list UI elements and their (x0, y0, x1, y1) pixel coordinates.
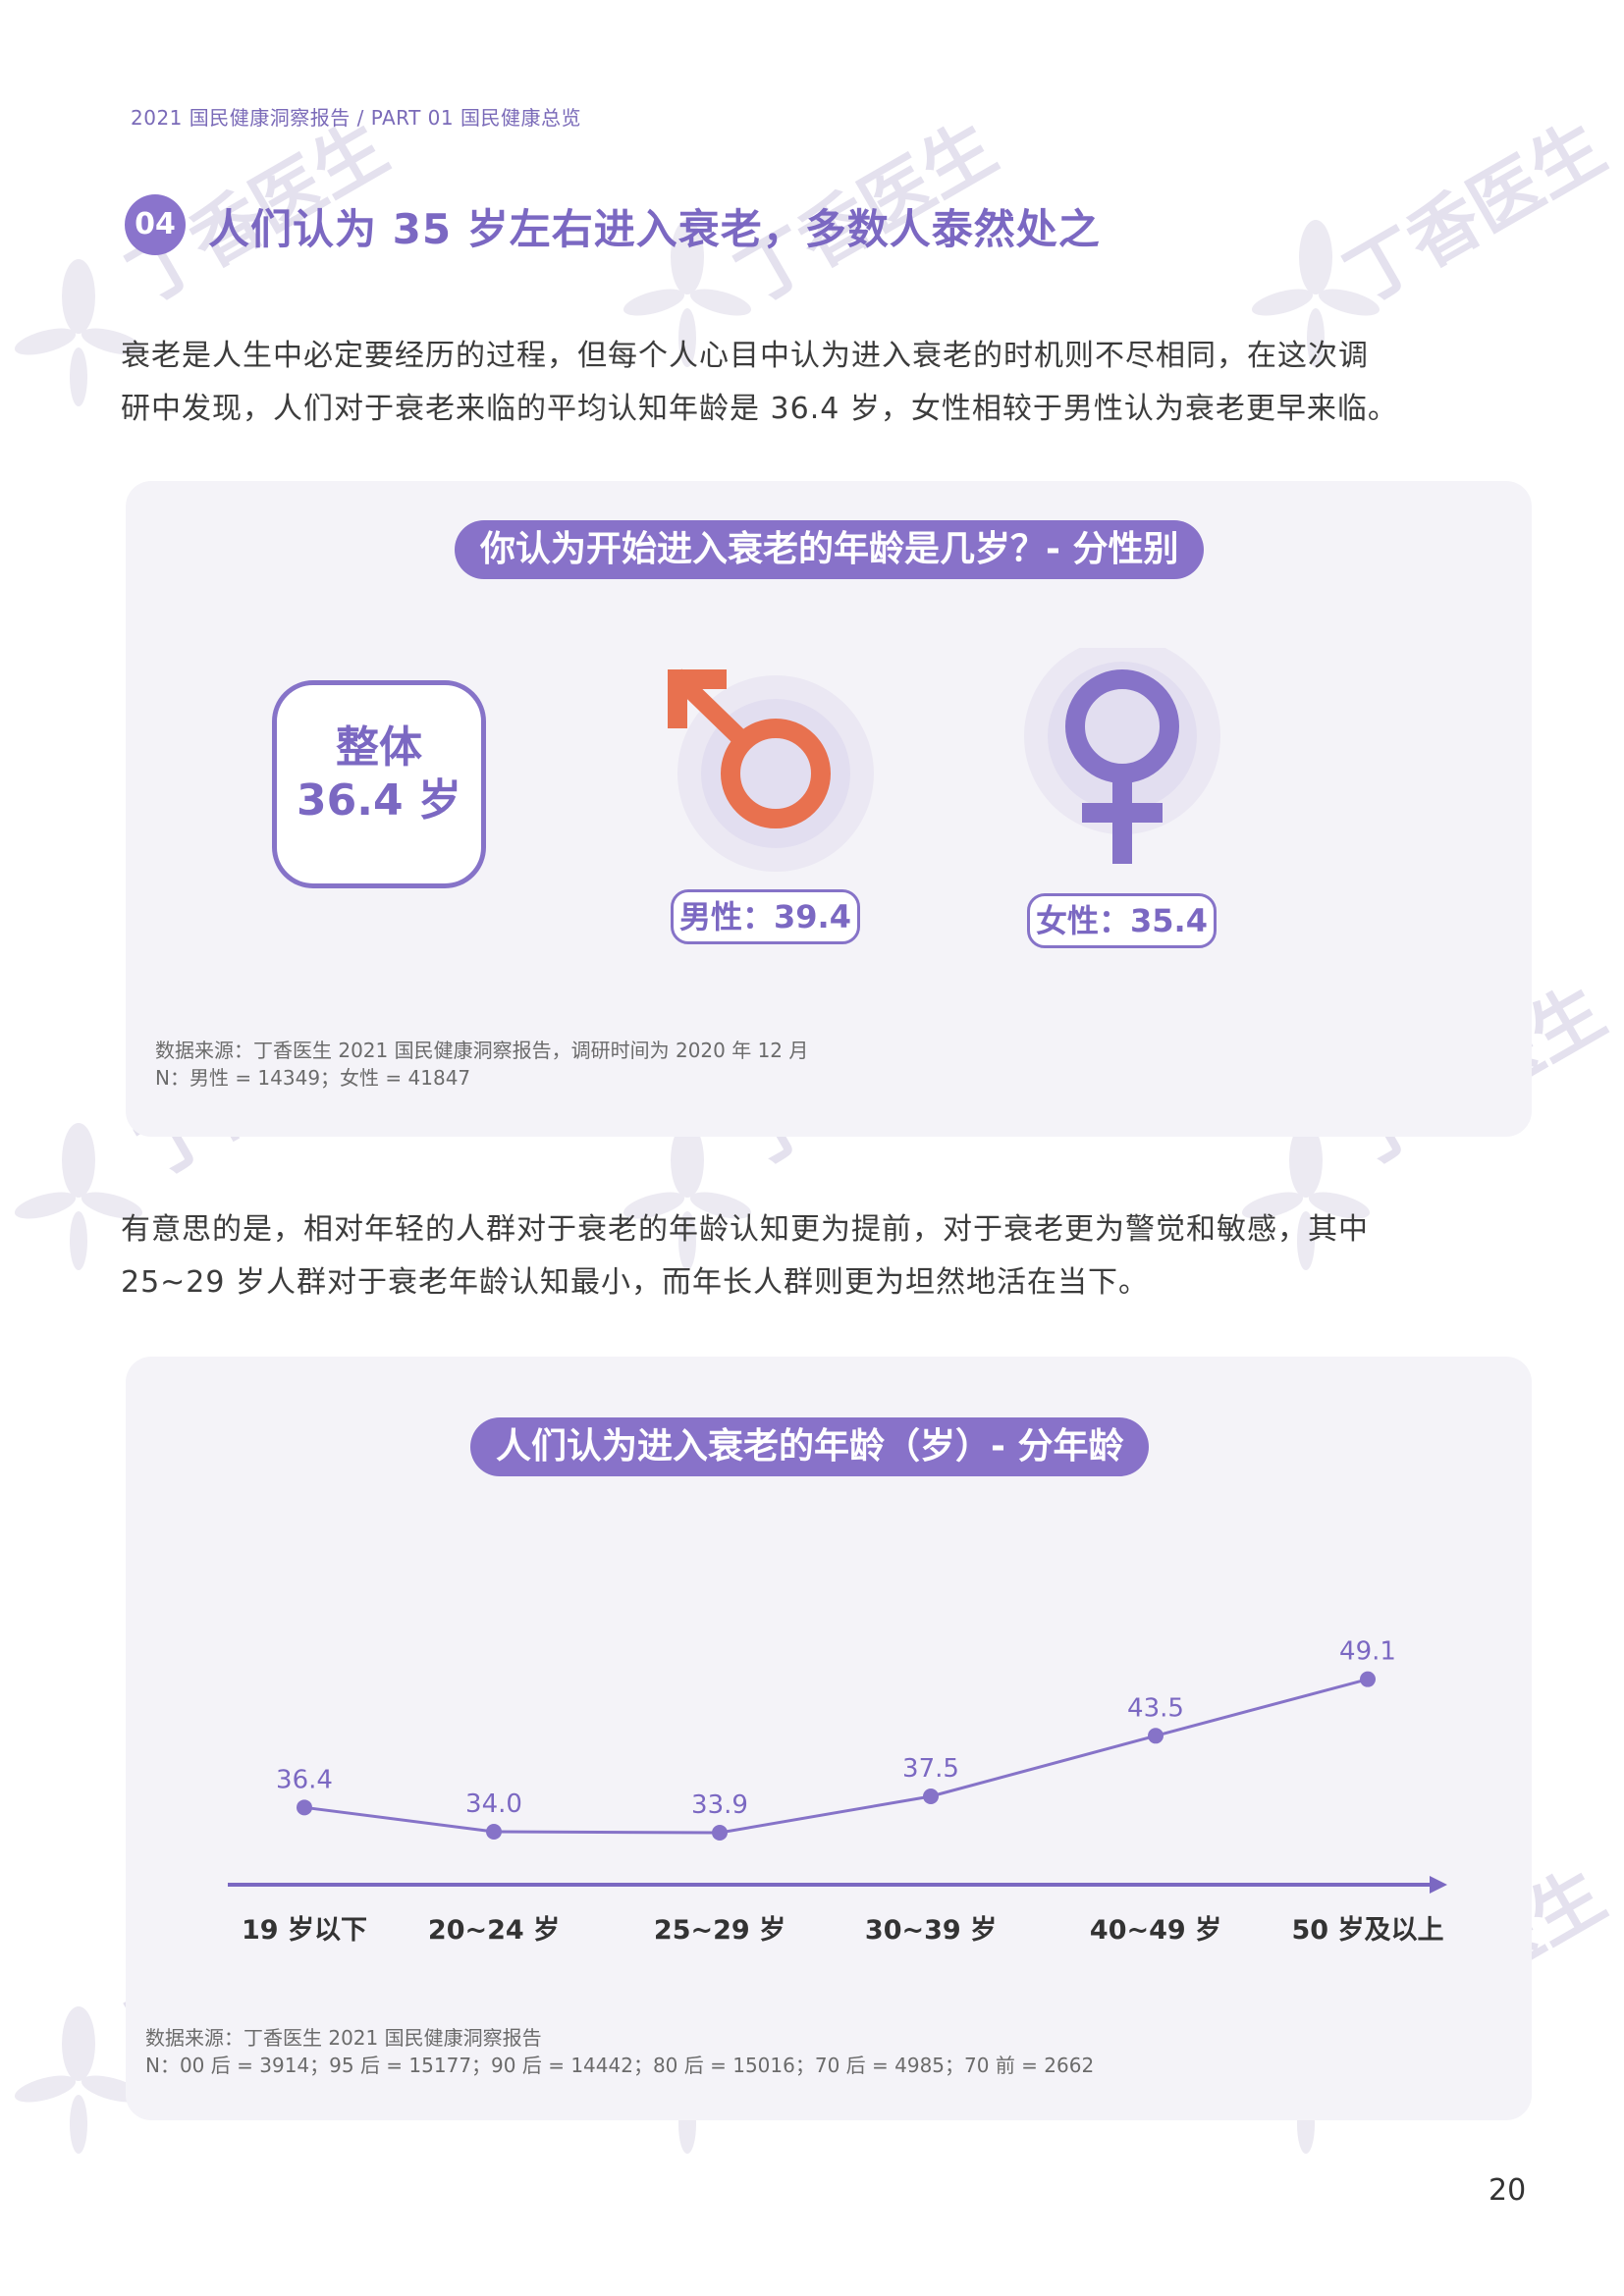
x-tick-label: 19 岁以下 (242, 1915, 367, 1946)
data-value-label: 43.5 (1127, 1693, 1184, 1723)
x-tick-label: 25~29 岁 (654, 1915, 785, 1946)
x-tick-label: 20~24 岁 (428, 1915, 560, 1946)
data-value-label: 34.0 (465, 1789, 522, 1819)
data-point (1148, 1728, 1164, 1743)
data-point (923, 1789, 939, 1804)
data-value-label: 36.4 (276, 1765, 333, 1794)
age-source-note: 数据来源：丁香医生 2021 国民健康洞察报告 N：00 后 = 3914；95… (145, 2024, 1094, 2079)
data-point (486, 1824, 502, 1840)
age-source-line-2: N：00 后 = 3914；95 后 = 15177；90 后 = 14442；… (145, 2052, 1094, 2079)
data-point (1360, 1672, 1376, 1687)
data-value-label: 33.9 (691, 1790, 748, 1820)
page-number: 20 (1489, 2173, 1526, 2208)
data-value-label: 37.5 (902, 1754, 959, 1784)
data-point (297, 1799, 312, 1815)
x-axis-arrow-icon (1430, 1876, 1447, 1894)
x-tick-label: 40~49 岁 (1090, 1915, 1221, 1946)
age-source-line-1: 数据来源：丁香医生 2021 国民健康洞察报告 (145, 2024, 1094, 2052)
data-point (712, 1825, 728, 1841)
data-value-label: 49.1 (1339, 1637, 1396, 1667)
x-tick-label: 50 岁及以上 (1292, 1915, 1444, 1946)
series-line (304, 1680, 1368, 1833)
x-tick-label: 30~39 岁 (865, 1915, 997, 1946)
